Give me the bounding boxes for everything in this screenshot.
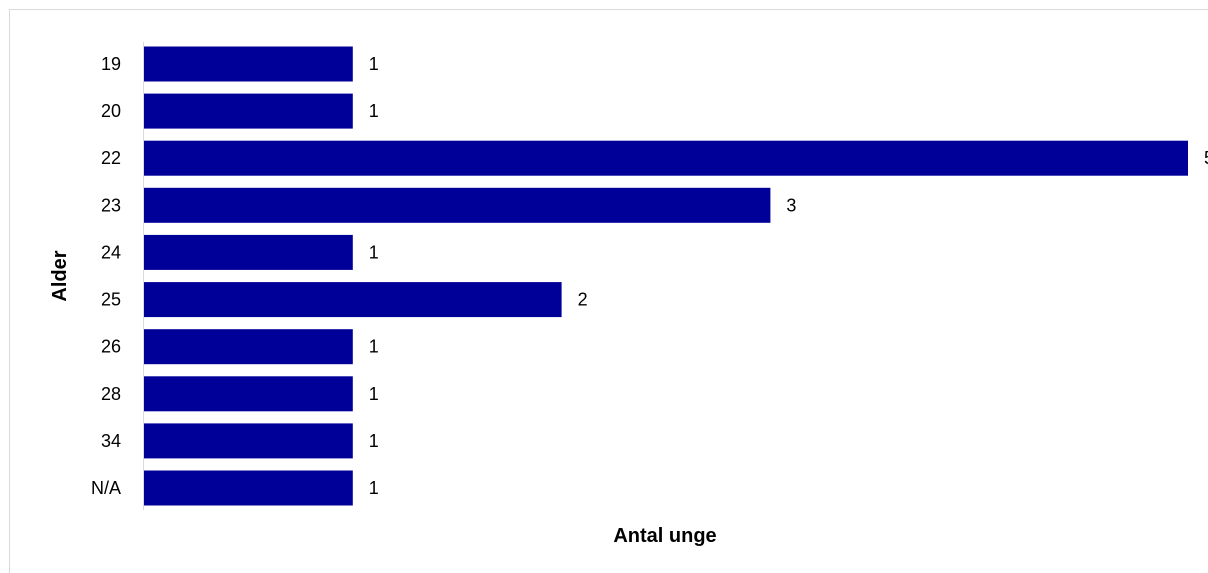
chart-frame bbox=[9, 9, 1208, 573]
y-tick-label: 34 bbox=[101, 431, 121, 451]
bar-26 bbox=[144, 329, 353, 365]
y-tick-label: 20 bbox=[101, 101, 121, 121]
data-labels: 1 1 5 3 1 2 1 1 1 1 bbox=[369, 54, 1208, 498]
y-tick-label: 28 bbox=[101, 384, 121, 404]
y-tick-label: 19 bbox=[101, 54, 121, 74]
bar-25 bbox=[144, 282, 562, 318]
y-tick-label: 22 bbox=[101, 148, 121, 168]
data-label: 1 bbox=[369, 242, 379, 262]
bar-24 bbox=[144, 234, 353, 270]
y-tick-labels: 19 20 22 23 24 25 26 28 34 N/A bbox=[91, 54, 121, 498]
y-tick-label: 25 bbox=[101, 290, 121, 310]
data-label: 1 bbox=[369, 478, 379, 498]
data-label: 5 bbox=[1204, 148, 1208, 168]
data-label: 1 bbox=[369, 431, 379, 451]
data-label: 1 bbox=[369, 384, 379, 404]
y-tick-label: 26 bbox=[101, 337, 121, 357]
bar-20 bbox=[144, 93, 353, 129]
y-axis-title: Alder bbox=[49, 250, 71, 301]
bar-28 bbox=[144, 376, 353, 412]
data-label: 1 bbox=[369, 101, 379, 121]
bars-group bbox=[144, 46, 1188, 506]
y-tick-label: 24 bbox=[101, 242, 121, 262]
data-label: 1 bbox=[369, 337, 379, 357]
data-label: 2 bbox=[578, 290, 588, 310]
y-tick-label: N/A bbox=[91, 478, 121, 498]
x-axis-title: Antal unge bbox=[613, 525, 716, 547]
bar-na bbox=[144, 470, 353, 506]
y-tick-label: 23 bbox=[101, 195, 121, 215]
bar-23 bbox=[144, 187, 771, 223]
bar-19 bbox=[144, 46, 353, 82]
data-label: 3 bbox=[786, 195, 796, 215]
data-label: 1 bbox=[369, 54, 379, 74]
bar-34 bbox=[144, 423, 353, 459]
bar-22 bbox=[144, 140, 1188, 176]
